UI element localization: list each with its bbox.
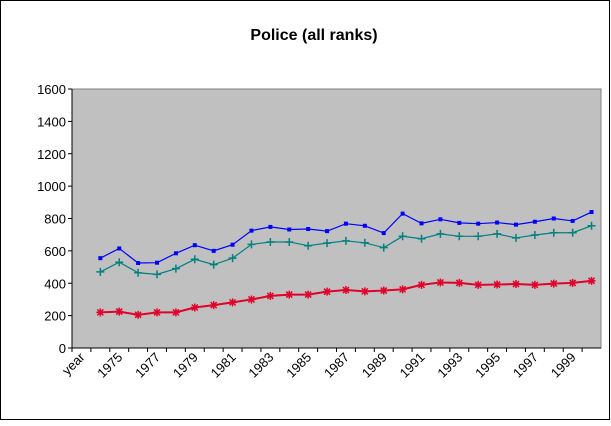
point	[495, 220, 500, 225]
y-tick-label: 1000	[37, 179, 66, 194]
y-tick-label: 400	[44, 276, 66, 291]
point	[190, 255, 199, 264]
point	[362, 223, 367, 228]
point	[285, 290, 294, 299]
point	[341, 236, 350, 245]
point	[136, 261, 141, 266]
y-tick-label: 200	[44, 309, 66, 324]
point	[285, 237, 294, 246]
point	[134, 268, 143, 277]
point	[438, 217, 443, 222]
point	[511, 233, 520, 242]
point	[474, 232, 483, 241]
point	[209, 301, 218, 310]
point	[400, 211, 405, 216]
point	[436, 229, 445, 238]
point	[230, 242, 235, 247]
point	[417, 234, 426, 243]
point	[228, 298, 237, 307]
point	[436, 278, 445, 287]
point	[115, 258, 124, 267]
point	[511, 280, 520, 289]
point	[153, 308, 162, 317]
point	[117, 246, 122, 251]
point	[455, 232, 464, 241]
point	[360, 238, 369, 247]
point	[568, 228, 577, 237]
point	[474, 280, 483, 289]
point	[192, 243, 197, 248]
y-tick-label: 800	[44, 212, 66, 227]
point	[171, 308, 180, 317]
point	[228, 254, 237, 263]
point	[343, 221, 348, 226]
point	[266, 291, 275, 300]
point	[493, 280, 502, 289]
point	[398, 232, 407, 241]
point	[304, 290, 313, 299]
point	[268, 224, 273, 229]
point	[549, 279, 558, 288]
point	[532, 219, 537, 224]
point	[304, 241, 313, 250]
plot-area	[71, 88, 602, 349]
point	[360, 287, 369, 296]
point	[306, 227, 311, 232]
point	[587, 221, 596, 230]
y-tick-label: 1400	[37, 114, 66, 129]
y-tick-label: 1200	[37, 147, 66, 162]
point	[96, 267, 105, 276]
point	[381, 231, 386, 236]
point	[587, 276, 596, 285]
chart-title: Police (all ranks)	[250, 27, 377, 44]
point	[190, 303, 199, 312]
point	[323, 287, 332, 296]
point	[247, 295, 256, 304]
point	[249, 228, 254, 233]
point	[476, 221, 481, 226]
point	[417, 280, 426, 289]
point	[419, 221, 424, 226]
point	[570, 218, 575, 223]
y-tick-label: 0	[59, 341, 66, 356]
point	[379, 286, 388, 295]
point	[513, 222, 518, 227]
point	[209, 260, 218, 269]
point	[551, 216, 556, 221]
point	[530, 280, 539, 289]
point	[211, 248, 216, 253]
point	[173, 251, 178, 256]
point	[589, 210, 594, 215]
point	[325, 229, 330, 234]
point	[457, 220, 462, 225]
point	[98, 256, 103, 261]
point	[247, 240, 256, 249]
point	[568, 278, 577, 287]
point	[287, 227, 292, 232]
point	[493, 229, 502, 238]
point	[455, 278, 464, 287]
point	[134, 310, 143, 319]
y-tick-label: 600	[44, 244, 66, 259]
point	[155, 260, 160, 265]
point	[171, 264, 180, 273]
point	[96, 308, 105, 317]
y-tick-label: 1600	[37, 82, 66, 97]
point	[266, 237, 275, 246]
point	[379, 243, 388, 252]
point	[549, 228, 558, 237]
point	[153, 270, 162, 279]
point	[115, 307, 124, 316]
point	[323, 239, 332, 248]
point	[398, 285, 407, 294]
point	[341, 286, 350, 295]
point	[530, 231, 539, 240]
